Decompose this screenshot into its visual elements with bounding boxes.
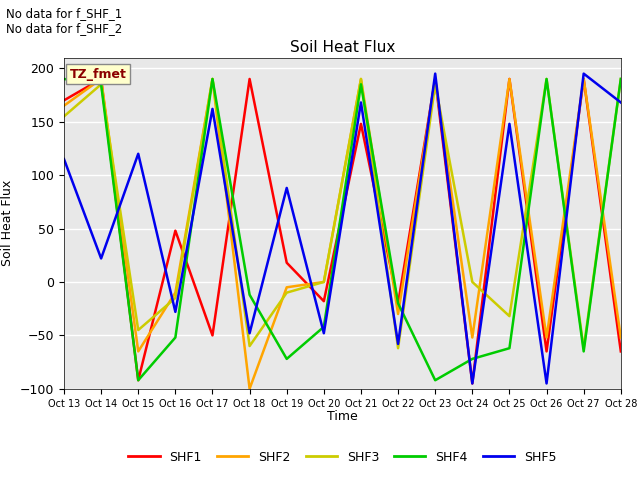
Title: Soil Heat Flux: Soil Heat Flux bbox=[290, 40, 395, 55]
SHF2 bbox=[283, 285, 291, 290]
SHF5 bbox=[60, 156, 68, 162]
SHF2 bbox=[468, 335, 476, 340]
Line: SHF3: SHF3 bbox=[64, 79, 621, 348]
SHF5 bbox=[617, 99, 625, 105]
SHF4 bbox=[97, 82, 105, 87]
X-axis label: Time: Time bbox=[327, 410, 358, 423]
SHF1 bbox=[320, 298, 328, 304]
SHF1 bbox=[134, 377, 142, 383]
SHF3 bbox=[60, 113, 68, 119]
SHF2 bbox=[506, 76, 513, 82]
SHF3 bbox=[617, 76, 625, 82]
SHF4 bbox=[617, 76, 625, 82]
SHF5 bbox=[134, 151, 142, 156]
SHF3 bbox=[431, 82, 439, 87]
SHF4 bbox=[394, 300, 402, 306]
SHF5 bbox=[468, 381, 476, 386]
SHF5 bbox=[506, 121, 513, 127]
Line: SHF1: SHF1 bbox=[64, 79, 621, 384]
SHF5 bbox=[431, 71, 439, 76]
SHF4 bbox=[320, 324, 328, 330]
SHF5 bbox=[543, 381, 550, 386]
SHF3 bbox=[394, 345, 402, 351]
SHF5 bbox=[246, 330, 253, 336]
SHF4 bbox=[246, 292, 253, 298]
SHF2 bbox=[357, 76, 365, 82]
SHF3 bbox=[246, 343, 253, 349]
SHF4 bbox=[172, 335, 179, 340]
SHF2 bbox=[172, 290, 179, 296]
SHF2 bbox=[394, 311, 402, 317]
SHF3 bbox=[283, 290, 291, 296]
SHF1 bbox=[580, 76, 588, 82]
SHF2 bbox=[246, 386, 253, 392]
SHF2 bbox=[320, 279, 328, 285]
SHF1 bbox=[431, 76, 439, 82]
SHF3 bbox=[580, 345, 588, 351]
SHF3 bbox=[97, 82, 105, 87]
SHF3 bbox=[209, 76, 216, 82]
SHF2 bbox=[134, 348, 142, 354]
SHF2 bbox=[543, 335, 550, 340]
Legend: SHF1, SHF2, SHF3, SHF4, SHF5: SHF1, SHF2, SHF3, SHF4, SHF5 bbox=[124, 445, 561, 468]
SHF4 bbox=[134, 377, 142, 383]
SHF1 bbox=[60, 97, 68, 103]
SHF1 bbox=[357, 121, 365, 127]
SHF3 bbox=[172, 295, 179, 301]
SHF4 bbox=[283, 356, 291, 362]
SHF5 bbox=[357, 99, 365, 105]
SHF3 bbox=[468, 279, 476, 285]
SHF5 bbox=[394, 341, 402, 347]
Line: SHF2: SHF2 bbox=[64, 79, 621, 389]
SHF1 bbox=[283, 260, 291, 265]
SHF1 bbox=[394, 300, 402, 306]
SHF5 bbox=[320, 330, 328, 336]
SHF4 bbox=[431, 377, 439, 383]
SHF4 bbox=[357, 82, 365, 87]
SHF2 bbox=[60, 103, 68, 108]
SHF2 bbox=[580, 76, 588, 82]
SHF1 bbox=[172, 228, 179, 234]
SHF3 bbox=[134, 327, 142, 333]
SHF4 bbox=[468, 356, 476, 362]
SHF1 bbox=[97, 76, 105, 82]
SHF2 bbox=[617, 335, 625, 340]
SHF2 bbox=[431, 76, 439, 82]
Line: SHF4: SHF4 bbox=[64, 79, 621, 380]
SHF3 bbox=[357, 76, 365, 82]
Text: No data for f_SHF_2: No data for f_SHF_2 bbox=[6, 22, 123, 35]
Y-axis label: Soil Heat Flux: Soil Heat Flux bbox=[1, 180, 14, 266]
SHF3 bbox=[320, 279, 328, 285]
SHF4 bbox=[60, 76, 68, 82]
SHF1 bbox=[246, 76, 253, 82]
SHF4 bbox=[543, 76, 550, 82]
SHF4 bbox=[580, 348, 588, 354]
SHF1 bbox=[506, 76, 513, 82]
SHF3 bbox=[506, 313, 513, 319]
SHF4 bbox=[506, 345, 513, 351]
SHF4 bbox=[209, 76, 216, 82]
Text: TZ_fmet: TZ_fmet bbox=[70, 68, 127, 81]
SHF1 bbox=[617, 348, 625, 354]
SHF2 bbox=[97, 76, 105, 82]
SHF1 bbox=[543, 348, 550, 354]
Text: No data for f_SHF_1: No data for f_SHF_1 bbox=[6, 7, 123, 20]
SHF5 bbox=[580, 71, 588, 76]
SHF5 bbox=[172, 309, 179, 315]
SHF5 bbox=[209, 106, 216, 112]
SHF3 bbox=[543, 76, 550, 82]
SHF1 bbox=[468, 381, 476, 386]
SHF5 bbox=[283, 185, 291, 191]
SHF1 bbox=[209, 333, 216, 338]
SHF2 bbox=[209, 76, 216, 82]
SHF5 bbox=[97, 255, 105, 261]
Line: SHF5: SHF5 bbox=[64, 73, 621, 384]
